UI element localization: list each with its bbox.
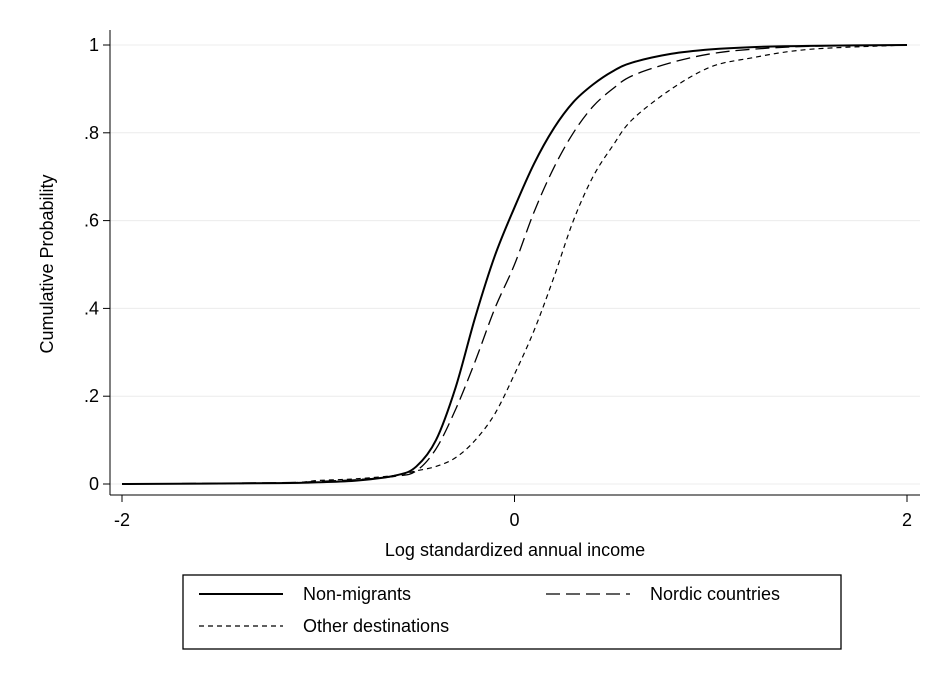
gridlines (110, 44, 920, 485)
legend-label: Nordic countries (650, 584, 780, 604)
y-tick-label: 1 (89, 35, 99, 55)
legend: Non-migrants Nordic countries Other destin… (182, 574, 842, 650)
y-tick-label: .2 (84, 386, 99, 406)
legend-box (182, 574, 842, 650)
legend-label: Non-migrants (303, 584, 411, 604)
series-line-other-destinations (121, 44, 908, 485)
series-line-non-migrants (121, 44, 908, 485)
x-tick-label: -2 (114, 510, 130, 530)
legend-label: Other destinations (303, 616, 449, 636)
x-tick-label: 2 (902, 510, 912, 530)
y-axis-ticks: 0 .2 .4 .6 .8 1 (84, 35, 110, 494)
x-axis-title: Log standardized annual income (385, 540, 645, 560)
y-axis-title: Cumulative Probability (37, 174, 57, 353)
y-tick-label: .8 (84, 123, 99, 143)
series-lines (121, 44, 908, 485)
x-axis-ticks: -2 0 2 (114, 495, 912, 530)
y-tick-label: .6 (84, 211, 99, 231)
y-tick-label: 0 (89, 474, 99, 494)
x-tick-label: 0 (509, 510, 519, 530)
y-tick-label: .4 (84, 298, 99, 318)
series-line-nordic-countries (121, 44, 908, 485)
